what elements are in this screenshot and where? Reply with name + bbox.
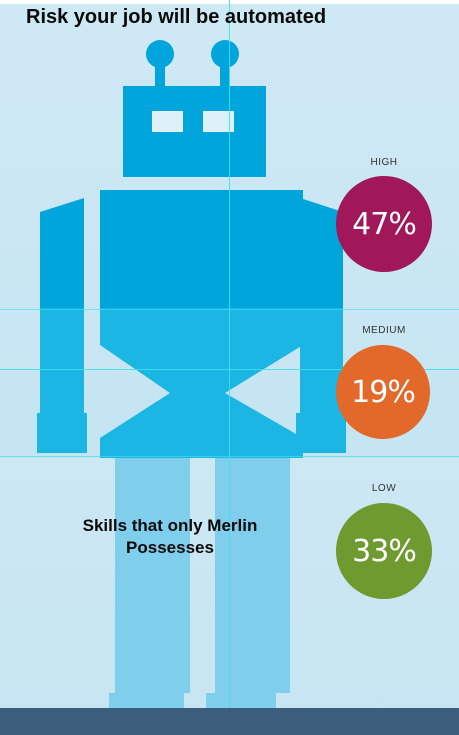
guide-line-horizontal-3 <box>0 456 459 457</box>
skills-caption-line-2: Possesses <box>126 538 214 557</box>
guide-line-horizontal-2 <box>0 369 459 370</box>
floor-bar <box>0 708 459 735</box>
robot-legs <box>109 458 290 723</box>
robot-antennae <box>146 40 239 90</box>
guide-line-horizontal-1 <box>0 309 459 310</box>
risk-circle-low: 33% <box>336 503 432 599</box>
risk-circle-high: 47% <box>336 176 432 272</box>
level-label-medium: MEDIUM <box>362 325 406 336</box>
robot-head <box>123 86 266 177</box>
level-label-high: HIGH <box>370 157 398 168</box>
robot-torso <box>100 190 303 458</box>
skills-caption-line-1: Skills that only Merlin <box>82 516 258 535</box>
guide-line-vertical <box>229 0 230 708</box>
skills-caption: Skills that only Merlin Possesses <box>70 515 270 559</box>
risk-circle-medium: 19% <box>336 345 430 439</box>
level-label-low: LOW <box>371 483 397 494</box>
robot-left-arm <box>37 198 87 453</box>
page-title: Risk your job will be automated <box>26 6 327 28</box>
robot-right-arm <box>296 198 346 453</box>
